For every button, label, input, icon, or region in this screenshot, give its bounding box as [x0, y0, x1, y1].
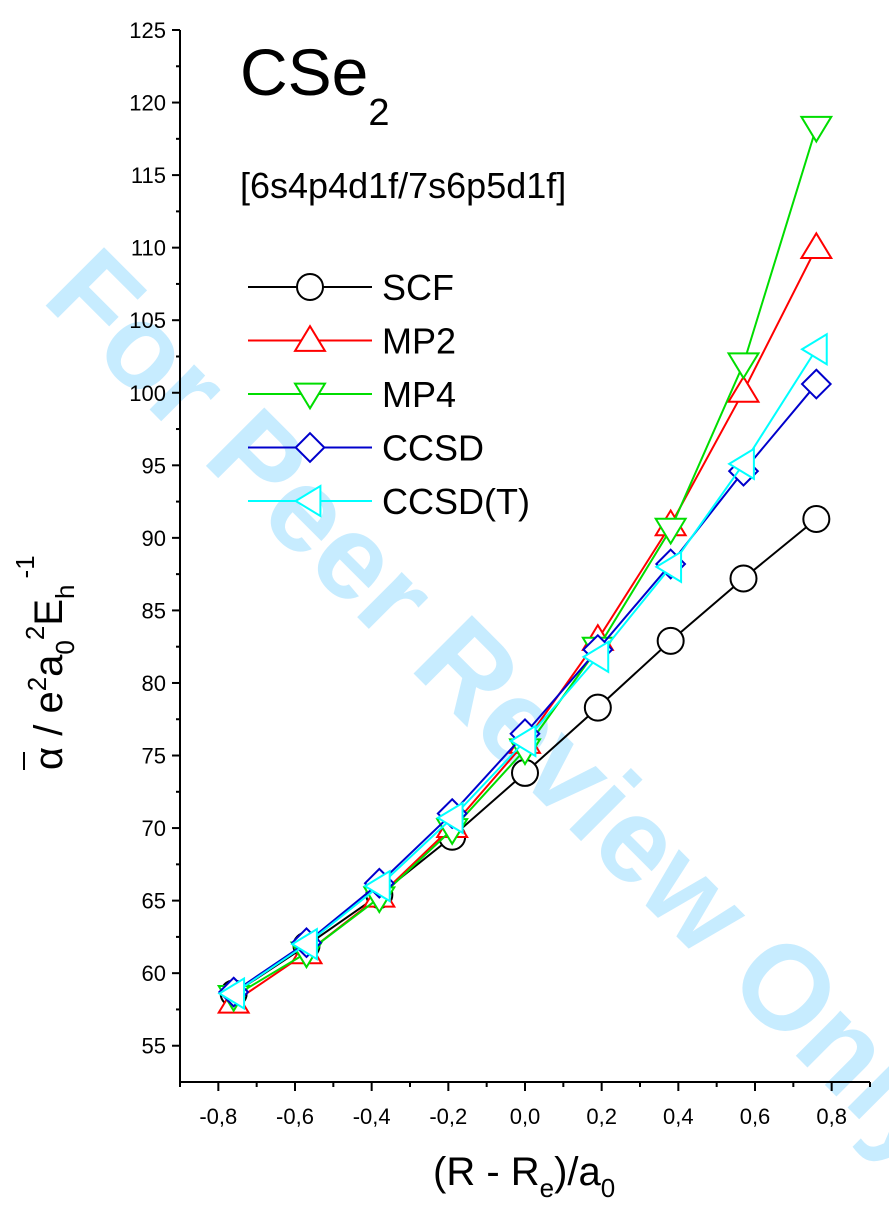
x-axis-title-sub2: 0 [601, 1173, 615, 1203]
data-point-scf [802, 504, 831, 533]
data-point-ccsdt [654, 550, 683, 584]
y-tick-label: 80 [142, 671, 166, 696]
y-tick-label: 100 [129, 381, 166, 406]
y-tick-label: 55 [142, 1034, 166, 1059]
x-axis-title: (R - Re)/a0 [433, 1150, 615, 1203]
y-axis-sup1: 2 [22, 677, 52, 691]
legend-label-ccsdt: CCSD(T) [382, 481, 530, 522]
data-point-mp4 [726, 352, 761, 380]
y-axis-sep: / e [27, 691, 71, 747]
basis-set-annotation: [6s4p4d1f/7s6p5d1f] [240, 165, 566, 206]
y-axis-sup2: 2 [20, 626, 50, 640]
x-tick-label: -0,2 [429, 1104, 467, 1129]
series-group [216, 115, 834, 1014]
y-axis-sup3: -1 [10, 555, 40, 578]
y-tick-label: 110 [131, 236, 166, 261]
x-tick-label: 0,6 [740, 1104, 771, 1129]
data-point-mp2 [726, 375, 761, 403]
legend-marker-scf [296, 273, 324, 301]
data-point-ccsdt [581, 640, 610, 674]
data-point-ccsd [800, 368, 833, 400]
y-tick-label: 65 [142, 889, 166, 914]
x-tick-label: -0,8 [199, 1104, 237, 1129]
data-point-ccsdt [508, 724, 537, 758]
data-point-mp2 [799, 231, 834, 260]
data-point-mp4 [799, 115, 834, 144]
y-ticks: 55 60 65 70 75 80 85 90 95 100 105 110 115 120 125 [129, 18, 180, 1059]
legend-label-mp2: MP2 [382, 321, 456, 362]
x-ticks: -0,8 -0,6 -0,4 -0,2 0,0 0,2 0,4 0,6 0,8 [179, 1082, 871, 1129]
y-tick-label: 90 [142, 526, 166, 551]
legend-marker-mp2 [293, 324, 327, 352]
data-point-ccsdt [290, 927, 318, 961]
legend-label-scf: SCF [382, 267, 454, 308]
data-point-ccsdt [363, 869, 391, 903]
y-axis-e: E [27, 599, 71, 626]
x-tick-label: 0,0 [510, 1104, 541, 1129]
legend-label-mp4: MP4 [382, 374, 456, 415]
x-tick-label: 0,4 [663, 1104, 694, 1129]
x-axis-title-mid: )/a [554, 1150, 601, 1194]
series-ccsdt [217, 332, 828, 1011]
y-axis-sub2: h [50, 584, 80, 598]
y-tick-label: 85 [142, 598, 166, 623]
y-axis-title-text: α / e2a02Eh-1 [10, 555, 80, 770]
chart-title-main: CSe [240, 35, 368, 109]
x-axis-title-sub1: e [540, 1173, 554, 1203]
data-point-scf [729, 564, 758, 593]
data-point-mp4 [653, 517, 688, 546]
x-axis-title-main: (R - R [433, 1150, 540, 1194]
data-point-scf [583, 693, 612, 722]
data-point-ccsdt [435, 801, 464, 835]
legend-marker-mp4 [293, 382, 327, 411]
data-point-scf [656, 626, 685, 655]
legend-marker-ccsdt [293, 484, 322, 518]
legend: SCF MP2 MP4 CCSD CCSD(T) [248, 267, 530, 522]
x-tick-label: 0,8 [816, 1104, 847, 1129]
chart-title: CSe2 [240, 35, 390, 134]
y-axis-title: α / e2a02Eh-1 [10, 555, 80, 770]
data-point-ccsdt [217, 976, 246, 1011]
y-tick-label: 60 [142, 961, 166, 986]
y-tick-label: 70 [142, 816, 166, 841]
legend-marker-ccsd [294, 431, 326, 464]
y-tick-label: 125 [129, 18, 166, 43]
x-tick-label: 0,2 [586, 1104, 617, 1129]
y-tick-label: 120 [129, 91, 166, 116]
y-tick-label: 105 [129, 308, 166, 333]
y-axis-sub1: 0 [50, 640, 80, 654]
y-tick-label: 75 [142, 744, 166, 769]
chart-title-subscript: 2 [368, 92, 389, 134]
data-point-ccsdt [727, 447, 755, 481]
y-tick-label: 115 [131, 163, 166, 188]
data-point-ccsdt [800, 332, 828, 366]
y-tick-label: 95 [142, 453, 166, 478]
y-axis-a: a [27, 654, 71, 677]
x-tick-label: -0,4 [353, 1104, 391, 1129]
x-tick-label: -0,6 [276, 1104, 314, 1129]
y-axis-alpha: α [27, 747, 71, 770]
legend-label-ccsd: CCSD [382, 428, 484, 469]
